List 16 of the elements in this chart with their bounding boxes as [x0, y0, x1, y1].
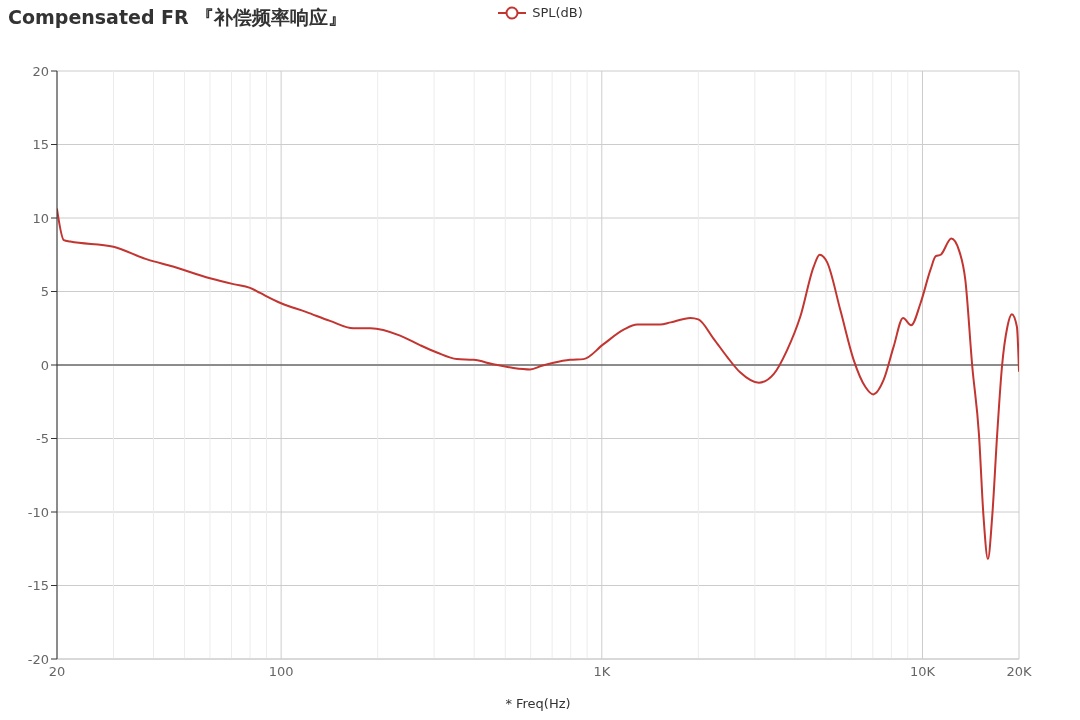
chart-title: Compensated FR 『补偿频率响应』 [8, 5, 348, 30]
y-tick-label: 10 [32, 210, 49, 226]
x-axis-title: * Freq(Hz) [505, 696, 571, 711]
y-tick-label: -15 [27, 578, 49, 594]
y-tick-label: 20 [32, 63, 49, 79]
y-tick-label: -10 [27, 504, 49, 520]
x-tick-label: 100 [268, 664, 294, 680]
y-tick-label: -5 [36, 431, 49, 447]
y-tick-label: 5 [40, 284, 49, 300]
x-tick-label: 20K [1006, 664, 1032, 680]
y-tick-label: -20 [27, 651, 49, 667]
y-tick-label: 0 [40, 357, 49, 373]
legend-label: SPL(dB) [532, 5, 583, 20]
x-tick-label: 1K [593, 664, 611, 680]
x-tick-label: 10K [909, 664, 936, 680]
y-tick-label: 15 [32, 137, 49, 153]
